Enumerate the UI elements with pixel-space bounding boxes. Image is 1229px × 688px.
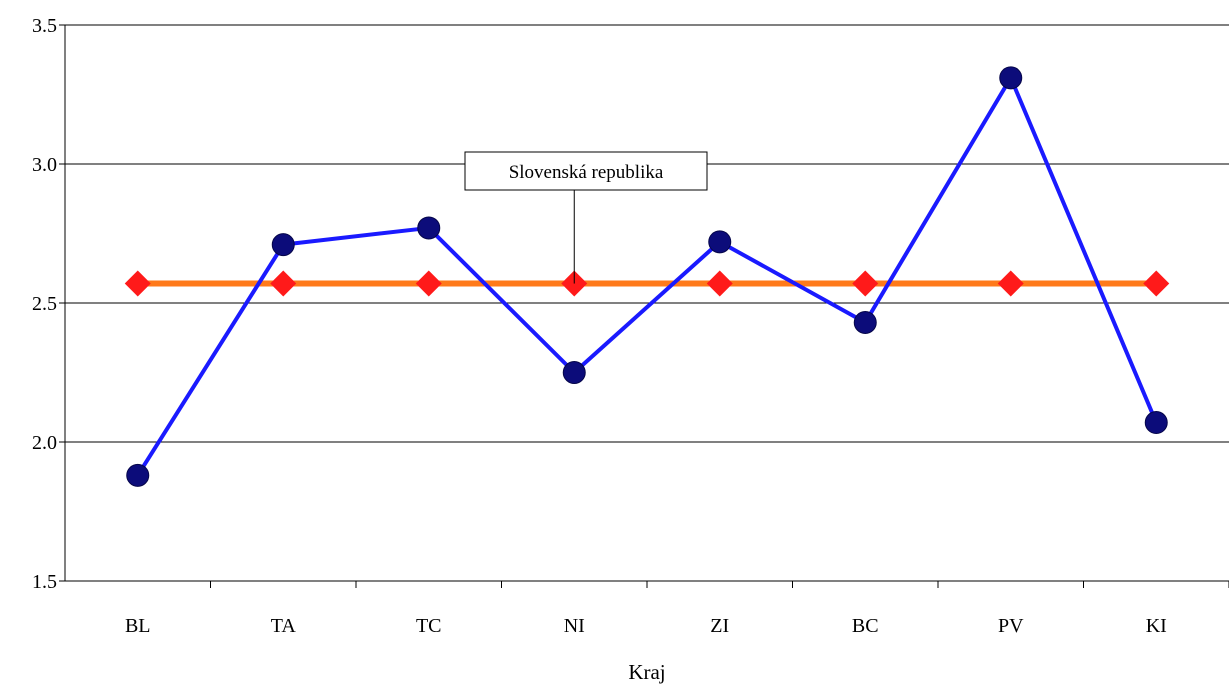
series-line-kraj [136,75,1159,477]
axes [59,24,1229,588]
data-point-circle [126,463,150,487]
data-point-circle [999,66,1023,90]
data-point-diamond [852,270,879,297]
x-tick-label-tc: TC [416,615,442,637]
data-point-diamond [997,270,1024,297]
data-point-circle [708,230,732,254]
callout-text: Slovenská republika [509,162,664,183]
x-tick-label-ta: TA [271,615,297,637]
data-point-circle [562,361,586,384]
callout-box [464,151,708,191]
x-tick-label-ni: NI [564,615,585,637]
y-tick-label: 2.0 [32,432,57,454]
data-point-circle [271,233,295,257]
x-tick-label-ki: KI [1146,615,1167,637]
y-tick-label: 3.0 [32,154,57,176]
y-tick-label: 1.5 [32,571,57,593]
data-point-circle [853,310,877,334]
data-point-diamond [270,270,297,297]
data-point-circle [417,216,441,240]
x-tick-label-pv: PV [998,615,1024,637]
x-tick-label-bl: BL [125,615,151,637]
data-point-diamond [124,270,151,297]
data-point-circle [1144,411,1168,435]
x-axis-title: Kraj [628,660,665,684]
y-tick-label: 2.5 [32,293,57,315]
tick-labels: 1.5 2.0 2.5 3.0 3.5 BL TA TC NI ZI BC PV KI [32,15,1167,637]
annotation-callout: Slovenská republika [464,151,708,284]
series [124,66,1170,487]
y-tick-label: 3.5 [32,15,57,37]
data-point-diamond [706,270,733,297]
x-tick-label-zi: ZI [710,615,729,637]
data-point-diamond [1143,270,1170,297]
gridlines [65,24,1229,443]
x-tick-label-bc: BC [852,615,879,637]
data-point-diamond [415,270,442,297]
